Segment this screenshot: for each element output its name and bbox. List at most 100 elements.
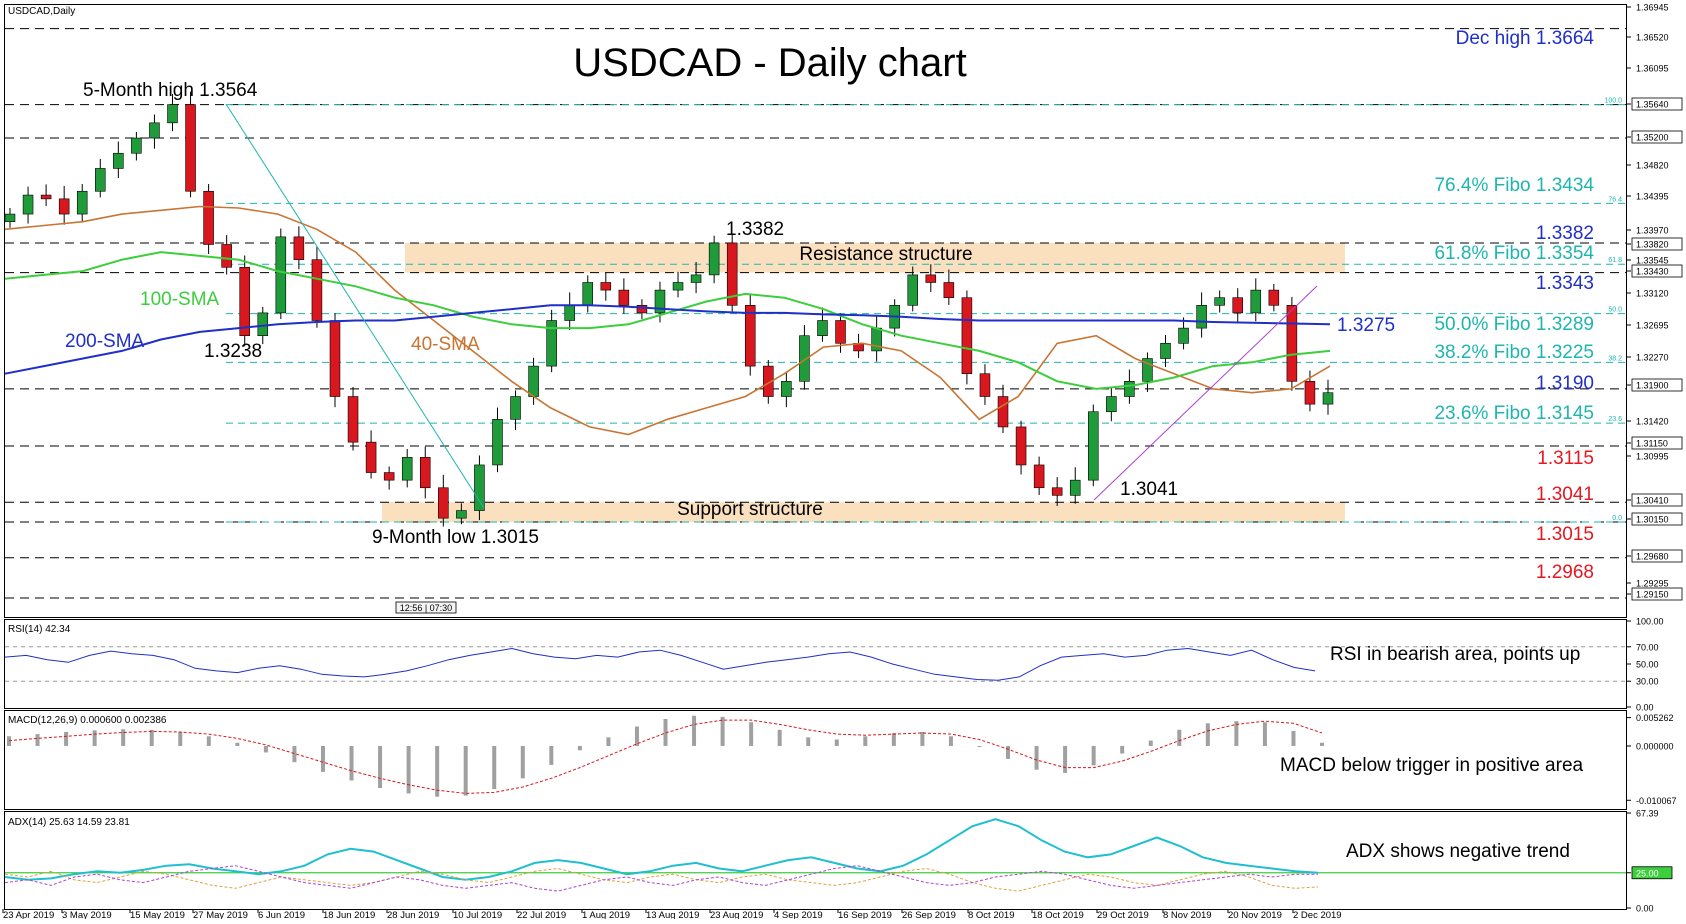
zone-label-support: Support structure — [677, 499, 823, 520]
macd-histogram — [7, 715, 1324, 797]
adx-title: ADX(14) 25.63 14.59 23.81 — [8, 817, 130, 828]
macd-bar-32 — [920, 731, 925, 746]
macd-bar-9 — [263, 745, 268, 753]
symbol-label: USDCAD,Daily — [8, 6, 75, 17]
macd-bar-4 — [121, 729, 126, 746]
candle-body-9 — [167, 104, 178, 124]
price-tag-box-20 — [1631, 549, 1683, 563]
right-annotation-10: 1.3041 — [1536, 484, 1594, 505]
time-tick-label-5: 18 Jun 2019 — [323, 910, 375, 919]
candle-body-68 — [1232, 297, 1243, 314]
candle-body-6 — [113, 152, 124, 169]
chart-title: USDCAD - Daily chart — [573, 41, 966, 85]
right-annotation-4: 1.3343 — [1536, 273, 1594, 294]
candle-body-21 — [383, 472, 395, 481]
price-tick-label-9: 1.33545 — [1636, 256, 1669, 266]
macd-bar-42 — [1205, 723, 1210, 746]
candle-body-15 — [275, 236, 287, 314]
candle-body-52 — [943, 282, 955, 298]
candle-body-58 — [1051, 487, 1063, 496]
candle-body-18 — [329, 320, 341, 397]
price-tick-label-16: 1.31150 — [1636, 439, 1668, 449]
trend-lines — [225, 103, 1318, 509]
price-tag-box-4 — [1631, 130, 1683, 144]
price-tag-box-22 — [1631, 587, 1683, 601]
price-tick-label-1: 1.36520 — [1636, 33, 1669, 43]
rsi-axis-3-label: 30.00 — [1636, 677, 1659, 687]
candle-body-26 — [474, 464, 485, 511]
candle-body-65 — [1178, 327, 1189, 344]
label-40-sma: 40-SMA — [411, 334, 480, 355]
macd-title: MACD(12,26,9) 0.000600 0.002386 — [8, 715, 167, 726]
right-annotation-12: 1.2968 — [1536, 562, 1594, 583]
candle-body-67 — [1214, 297, 1225, 306]
macd-bar-30 — [863, 736, 868, 746]
macd-bar-41 — [1177, 729, 1182, 746]
candlesticks — [4, 91, 1334, 527]
time-tick-label-1: 3 May 2019 — [62, 910, 112, 919]
macd-bar-15 — [435, 745, 440, 797]
annot-1-3382: 1.3382 — [726, 219, 784, 240]
candle-body-19 — [347, 396, 359, 443]
candle-body-22 — [401, 457, 413, 481]
zone-resistance — [405, 242, 1345, 273]
price-tick-label-21: 1.29295 — [1636, 579, 1669, 589]
candle-body-2 — [40, 194, 52, 200]
fibo-tag-6: 0.0 — [1612, 515, 1622, 522]
price-tag-box-16 — [1631, 436, 1683, 450]
price-tick-label-3: 1.35640 — [1636, 100, 1669, 110]
candle-body-44 — [799, 335, 810, 382]
candle-body-61 — [1106, 396, 1117, 413]
candle-body-11 — [203, 190, 214, 245]
price-tick-label-4: 1.35200 — [1636, 133, 1669, 143]
candle-body-73 — [1322, 392, 1334, 405]
macd-bar-22 — [634, 726, 639, 746]
macd-bar-1 — [35, 734, 40, 746]
price-tick-label-19: 1.30150 — [1636, 515, 1669, 525]
candle-body-37 — [672, 282, 684, 291]
candle-body-71 — [1286, 304, 1298, 382]
price-tick-label-8: 1.33820 — [1636, 240, 1669, 250]
candle-body-66 — [1196, 304, 1207, 329]
candle-body-23 — [419, 457, 431, 489]
price-tick-label-5: 1.34820 — [1636, 161, 1669, 171]
time-tick-label-14: 26 Sep 2019 — [902, 910, 956, 919]
time-tick-label-18: 8 Nov 2019 — [1163, 910, 1212, 919]
macd-bar-3 — [92, 730, 97, 746]
right-annotation-7: 1.3190 — [1536, 373, 1594, 394]
adx-axis-0-label: 67.39 — [1636, 809, 1659, 819]
right-annotation-2: 1.3382 — [1536, 223, 1594, 244]
candle-body-36 — [654, 289, 666, 314]
price-tick-label-10: 1.33430 — [1636, 267, 1669, 277]
macd-bar-46 — [1320, 742, 1324, 746]
candle-body-38 — [690, 274, 702, 283]
candle-body-7 — [131, 137, 142, 154]
pane-frames — [4, 4, 1627, 910]
price-tag-box-14 — [1631, 378, 1683, 392]
annot-1-3275: 1.3275 — [1337, 315, 1395, 336]
sma-line-40-sma — [4, 205, 1331, 436]
macd-bar-7 — [206, 736, 211, 746]
candle-body-46 — [835, 320, 846, 344]
macd-bar-6 — [178, 731, 183, 746]
right-annotations: Dec high 1.3664 76.4% Fibo 1.3434 1.338261… — [1434, 28, 1594, 583]
annot-1-3041: 1.3041 — [1120, 479, 1178, 500]
candle-body-60 — [1088, 411, 1099, 481]
right-annotation-5: 50.0% Fibo 1.3289 — [1434, 314, 1594, 335]
annot-1-3238: 1.3238 — [204, 341, 262, 362]
macd-bar-35 — [1006, 745, 1011, 759]
macd-bar-0 — [7, 736, 11, 746]
adx-series-1 — [4, 867, 1319, 892]
price-tick-label-2: 1.36095 — [1636, 64, 1669, 74]
candle-body-10 — [185, 104, 196, 192]
adx-axis-1-box — [1631, 866, 1673, 880]
candle-body-14 — [257, 312, 269, 337]
time-tick-label-17: 29 Oct 2019 — [1097, 910, 1149, 919]
macd-bar-13 — [378, 745, 383, 789]
moving-averages — [4, 205, 1331, 436]
candle-body-51 — [925, 274, 937, 283]
candle-body-55 — [997, 396, 1009, 428]
candle-body-35 — [636, 304, 648, 314]
candle-body-17 — [311, 259, 323, 321]
